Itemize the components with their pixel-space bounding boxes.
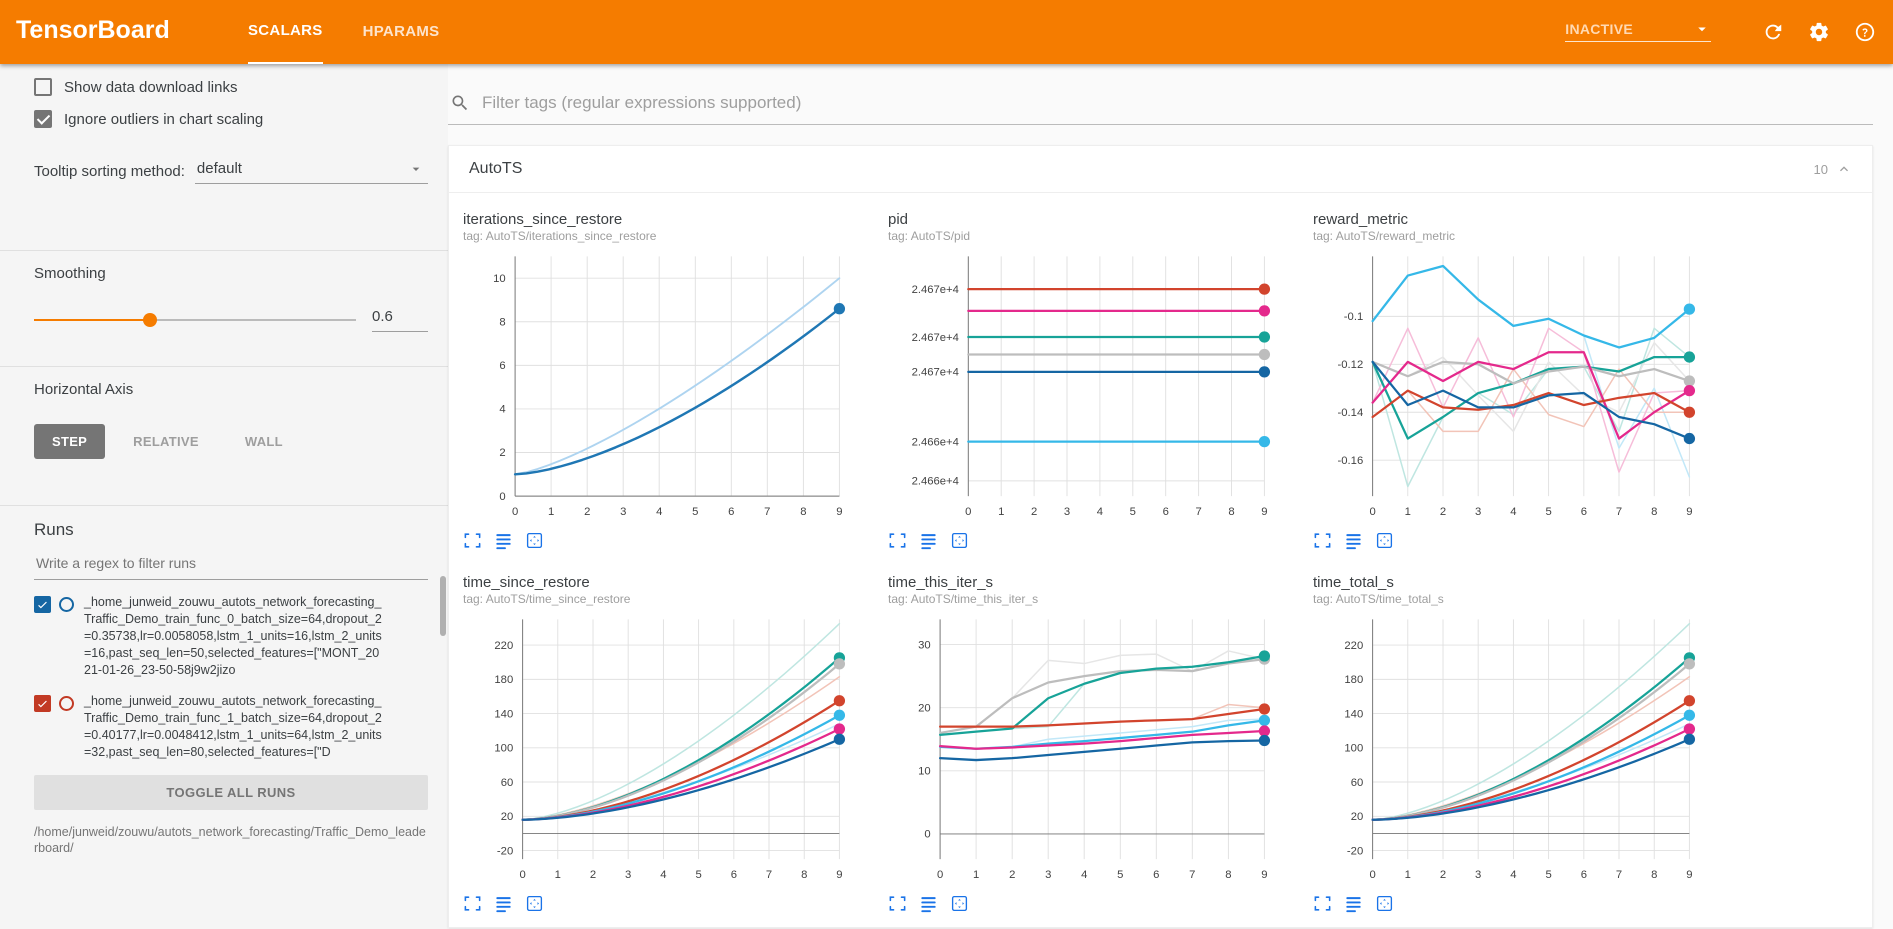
svg-text:1: 1 <box>548 506 554 518</box>
svg-text:-0.14: -0.14 <box>1338 407 1364 419</box>
svg-text:5: 5 <box>692 506 698 518</box>
svg-text:6: 6 <box>731 869 737 881</box>
svg-text:4: 4 <box>499 404 505 416</box>
svg-text:9: 9 <box>1261 506 1267 518</box>
svg-text:60: 60 <box>501 777 514 789</box>
svg-text:2: 2 <box>499 447 505 459</box>
svg-text:4: 4 <box>1510 506 1516 518</box>
svg-text:2: 2 <box>1440 506 1446 518</box>
svg-text:3: 3 <box>1475 506 1481 518</box>
svg-text:0: 0 <box>512 506 518 518</box>
svg-text:20: 20 <box>1351 811 1364 823</box>
svg-text:-0.12: -0.12 <box>1338 359 1364 371</box>
svg-text:0: 0 <box>1369 869 1375 881</box>
svg-text:6: 6 <box>1153 869 1159 881</box>
svg-text:3: 3 <box>620 506 626 518</box>
svg-text:7: 7 <box>766 869 772 881</box>
svg-text:4: 4 <box>1510 869 1516 881</box>
svg-text:0: 0 <box>499 491 505 503</box>
svg-text:9: 9 <box>836 506 842 518</box>
svg-text:8: 8 <box>1225 869 1231 881</box>
svg-text:220: 220 <box>1344 640 1363 652</box>
svg-text:8: 8 <box>499 316 505 328</box>
svg-text:140: 140 <box>1344 708 1363 720</box>
svg-text:6: 6 <box>728 506 734 518</box>
svg-text:2.467e+4: 2.467e+4 <box>912 367 959 379</box>
svg-text:30: 30 <box>918 639 931 651</box>
svg-text:2.466e+4: 2.466e+4 <box>912 476 959 488</box>
svg-text:2: 2 <box>1031 506 1037 518</box>
svg-text:60: 60 <box>1351 777 1364 789</box>
svg-text:2: 2 <box>584 506 590 518</box>
svg-text:3: 3 <box>1475 869 1481 881</box>
svg-text:4: 4 <box>1081 869 1087 881</box>
svg-text:8: 8 <box>1651 506 1657 518</box>
svg-text:4: 4 <box>656 506 662 518</box>
svg-text:6: 6 <box>499 360 505 372</box>
svg-text:2.466e+4: 2.466e+4 <box>912 436 959 448</box>
svg-text:7: 7 <box>1189 869 1195 881</box>
svg-text:9: 9 <box>1686 506 1692 518</box>
svg-text:2.467e+4: 2.467e+4 <box>912 284 959 296</box>
svg-text:8: 8 <box>801 869 807 881</box>
svg-text:4: 4 <box>660 869 666 881</box>
svg-text:180: 180 <box>1344 674 1363 686</box>
svg-text:3: 3 <box>625 869 631 881</box>
svg-text:220: 220 <box>494 640 513 652</box>
svg-text:1: 1 <box>998 506 1004 518</box>
svg-text:2: 2 <box>590 869 596 881</box>
svg-text:10: 10 <box>918 766 931 778</box>
svg-text:0: 0 <box>965 506 971 518</box>
svg-text:8: 8 <box>800 506 806 518</box>
svg-text:6: 6 <box>1581 869 1587 881</box>
svg-text:5: 5 <box>1545 869 1551 881</box>
svg-text:3: 3 <box>1045 869 1051 881</box>
svg-text:1: 1 <box>1405 506 1411 518</box>
svg-text:7: 7 <box>1616 506 1622 518</box>
svg-text:0: 0 <box>519 869 525 881</box>
svg-text:9: 9 <box>1686 869 1692 881</box>
svg-text:20: 20 <box>501 811 514 823</box>
svg-text:0: 0 <box>1369 506 1375 518</box>
svg-text:-0.16: -0.16 <box>1338 455 1364 467</box>
svg-text:180: 180 <box>494 674 513 686</box>
svg-text:5: 5 <box>1117 869 1123 881</box>
svg-text:140: 140 <box>494 708 513 720</box>
svg-text:6: 6 <box>1581 506 1587 518</box>
svg-text:5: 5 <box>1130 506 1136 518</box>
svg-text:20: 20 <box>918 702 931 714</box>
svg-text:10: 10 <box>493 273 506 285</box>
svg-text:0: 0 <box>937 869 943 881</box>
svg-text:1: 1 <box>973 869 979 881</box>
svg-text:1: 1 <box>555 869 561 881</box>
svg-text:6: 6 <box>1163 506 1169 518</box>
svg-text:8: 8 <box>1651 869 1657 881</box>
svg-text:5: 5 <box>1545 506 1551 518</box>
svg-text:1: 1 <box>1405 869 1411 881</box>
svg-text:5: 5 <box>695 869 701 881</box>
svg-text:9: 9 <box>1261 869 1267 881</box>
svg-text:-20: -20 <box>1347 845 1363 857</box>
svg-text:0: 0 <box>924 829 930 841</box>
svg-text:-20: -20 <box>497 845 513 857</box>
svg-text:2.467e+4: 2.467e+4 <box>912 332 959 344</box>
svg-text:9: 9 <box>836 869 842 881</box>
svg-text:8: 8 <box>1228 506 1234 518</box>
svg-text:2: 2 <box>1440 869 1446 881</box>
svg-text:2: 2 <box>1009 869 1015 881</box>
svg-text:7: 7 <box>764 506 770 518</box>
svg-text:4: 4 <box>1097 506 1103 518</box>
svg-text:7: 7 <box>1616 869 1622 881</box>
svg-text:3: 3 <box>1064 506 1070 518</box>
svg-text:100: 100 <box>1344 743 1363 755</box>
svg-text:-0.1: -0.1 <box>1344 311 1363 323</box>
svg-text:100: 100 <box>494 743 513 755</box>
svg-text:7: 7 <box>1195 506 1201 518</box>
